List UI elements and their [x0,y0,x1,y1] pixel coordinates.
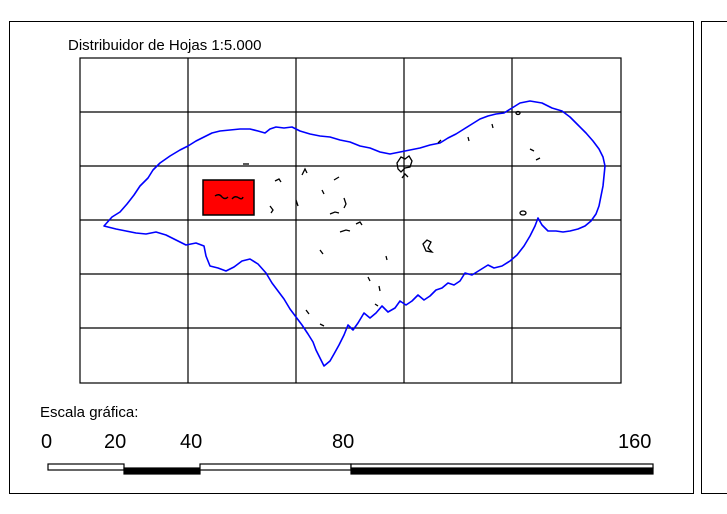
map-feature [301,167,308,176]
map-feature [295,199,299,207]
map-feature [396,155,413,173]
selected-sheet[interactable] [202,179,255,216]
scale-tick-label: 160 [618,431,652,453]
map-feature [385,255,388,261]
map-feature [339,229,351,233]
scale-bar [47,463,654,475]
map-feature [491,123,494,129]
map-feature [321,189,325,195]
map-feature [269,205,274,214]
scale-tick-label: 20 [104,431,127,453]
map-feature [535,157,541,161]
scale-tick-label: 40 [180,431,203,453]
map-feature [333,176,340,181]
map-feature [519,210,527,216]
map-feature [374,303,379,307]
map-feature [355,221,363,226]
map-feature [422,239,434,253]
scale-segment [350,467,654,475]
scale-segment [47,463,125,471]
map-feature [343,197,347,209]
map-feature [274,178,282,183]
map-feature [515,110,521,116]
map-feature [378,285,381,292]
map-feature [401,173,409,179]
scale-label: Escala gráfica: [40,404,139,421]
scale-segment [350,463,654,469]
map-feature [319,249,324,255]
selected-sheet-feature [214,194,229,200]
map-feature [467,136,470,142]
selected-sheet-feature [231,196,244,200]
map-features [243,110,541,327]
scale-segment [123,467,201,475]
map-feature [329,211,340,215]
selected-sheet-fill [202,179,255,216]
map-feature [437,139,442,144]
map-layout-frame [9,21,694,494]
map-feature [529,148,535,152]
sheet-grid [79,57,622,384]
side-panel-frame [701,21,727,494]
map-feature [305,309,310,315]
scale-tick-label: 0 [41,431,53,453]
map-feature [319,323,325,327]
map-title: Distribuidor de Hojas 1:5.000 [68,37,262,54]
scale-tick-label: 80 [332,431,355,453]
scale-segment [199,463,352,471]
map-feature [367,276,371,282]
municipality-boundary [103,100,606,367]
